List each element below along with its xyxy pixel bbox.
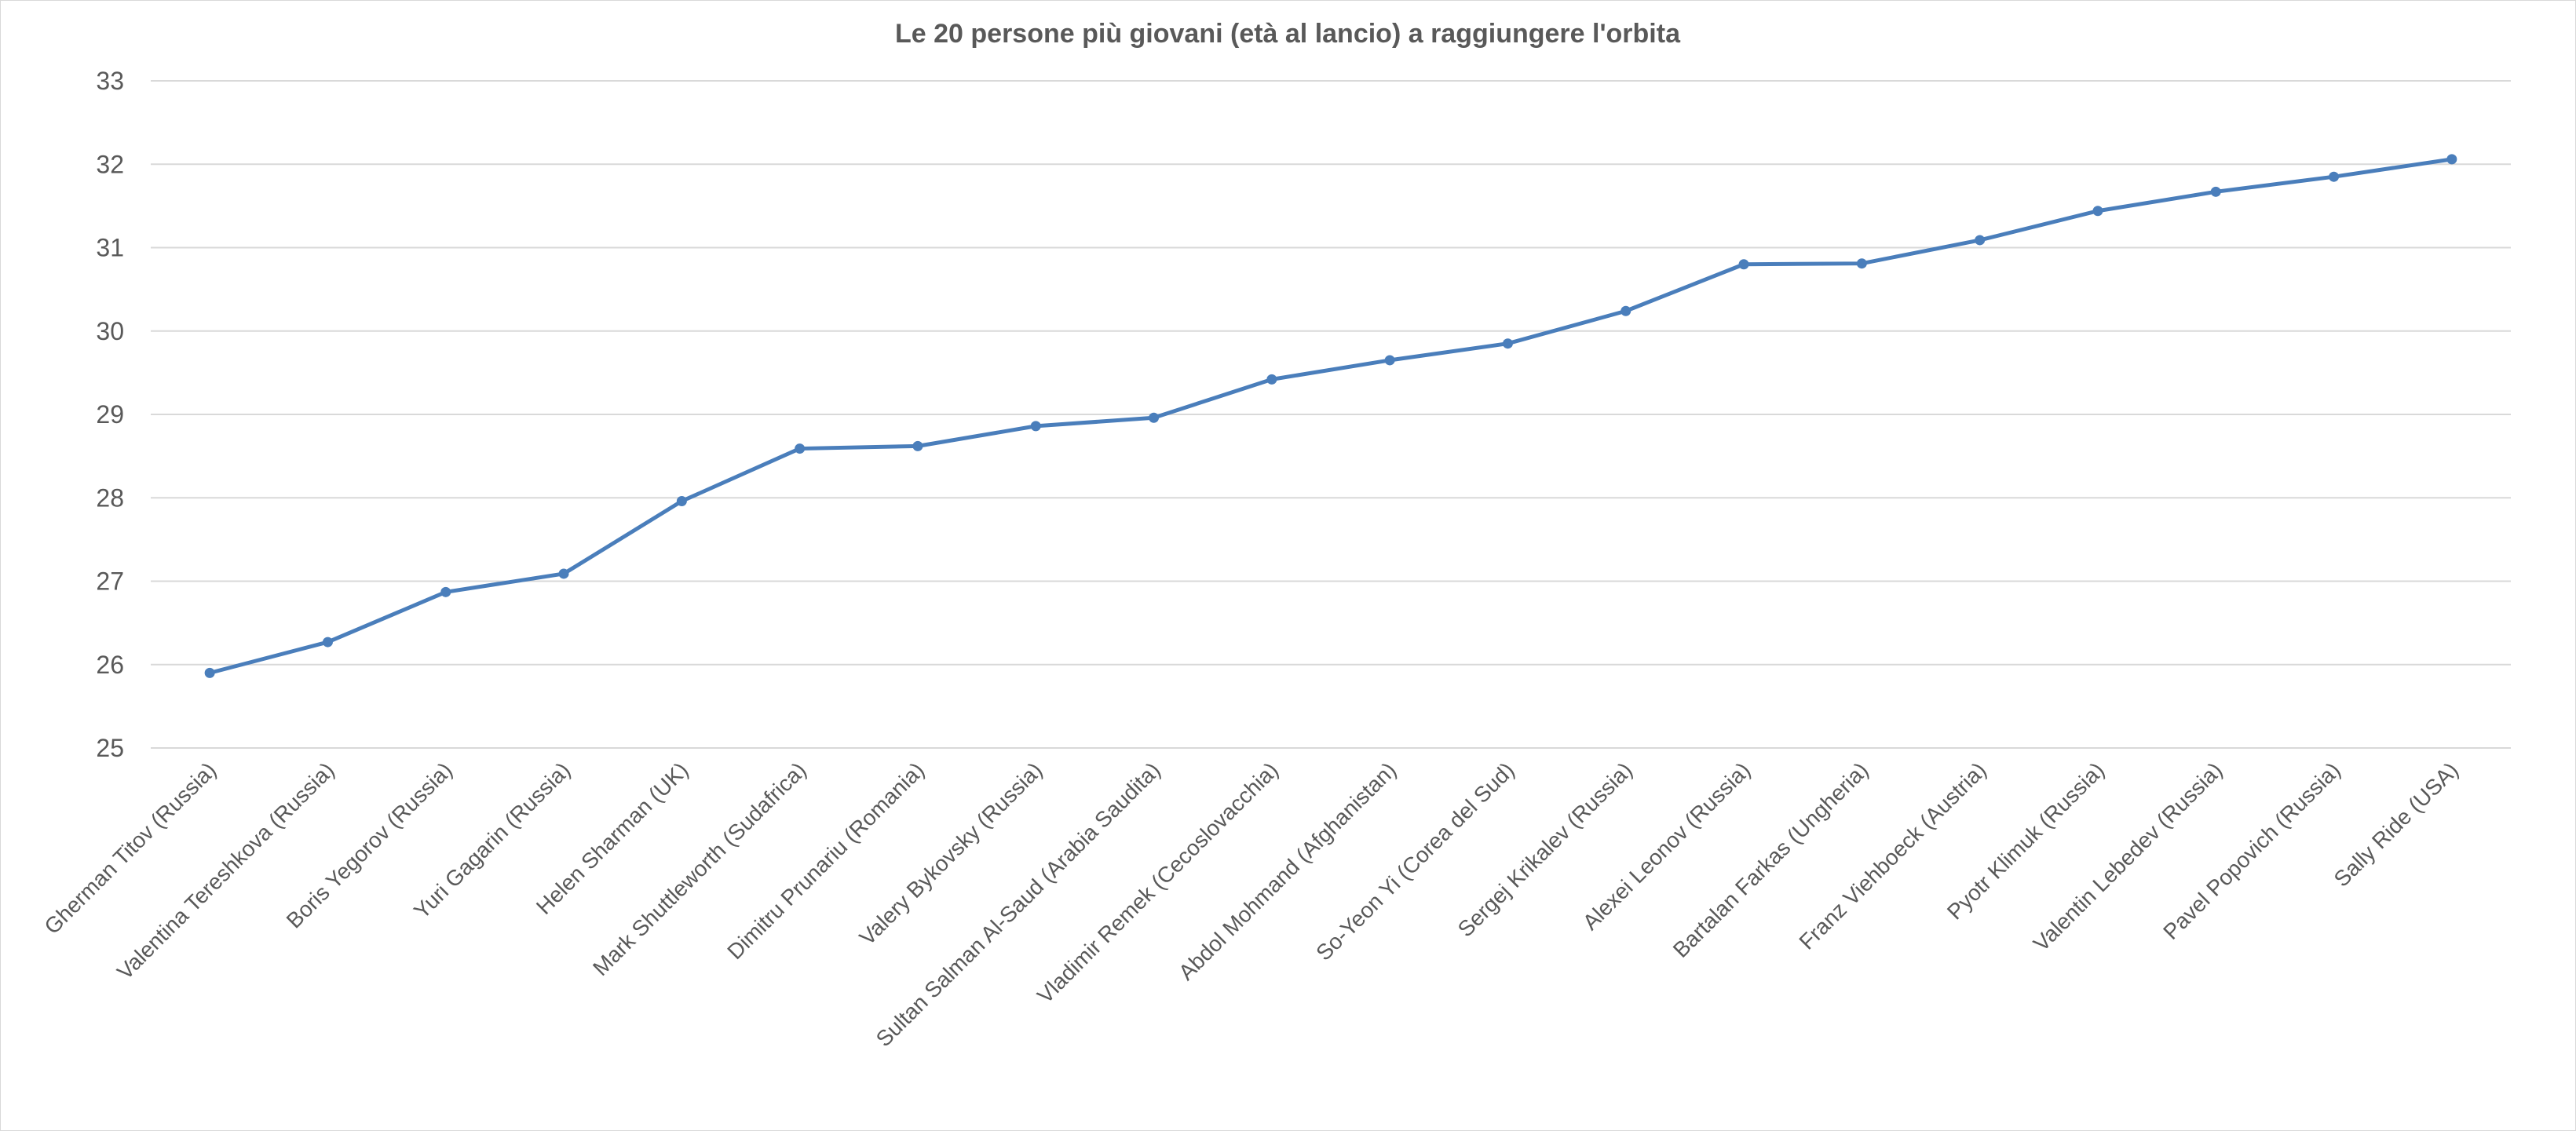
y-tick-label: 29 bbox=[96, 400, 124, 429]
data-point bbox=[2092, 206, 2103, 217]
x-axis-ticks: Gherman Titov (Russia)Valentina Tereshko… bbox=[39, 757, 2463, 1051]
series-layer bbox=[204, 154, 2457, 678]
data-point bbox=[2329, 171, 2340, 182]
y-tick-label: 25 bbox=[96, 734, 124, 762]
chart-title: Le 20 persone più giovani (età al lancio… bbox=[895, 19, 1681, 49]
gridlines bbox=[151, 80, 2511, 749]
data-point bbox=[1030, 421, 1041, 432]
data-point bbox=[322, 637, 333, 648]
x-tick-label: Valentin Lebedev (Russia) bbox=[2029, 757, 2227, 956]
x-tick-label: Vladimir Remek (Cecoslovacchia) bbox=[1032, 757, 1283, 1008]
y-tick-label: 33 bbox=[96, 67, 124, 95]
data-point bbox=[2210, 186, 2221, 197]
series-line bbox=[207, 157, 2454, 675]
data-point bbox=[2446, 154, 2457, 165]
data-point bbox=[1266, 374, 1277, 385]
y-tick-label: 32 bbox=[96, 150, 124, 178]
x-tick-label: Sally Ride (USA) bbox=[2329, 757, 2463, 891]
x-tick-label: Valentina Tereshkova (Russia) bbox=[112, 757, 339, 984]
data-point bbox=[204, 667, 215, 678]
data-point bbox=[440, 586, 451, 597]
data-point bbox=[676, 496, 687, 506]
y-tick-label: 28 bbox=[96, 483, 124, 512]
data-point bbox=[795, 443, 806, 454]
data-point bbox=[1502, 338, 1513, 349]
data-point bbox=[912, 440, 923, 451]
data-point bbox=[1738, 259, 1749, 270]
y-tick-label: 26 bbox=[96, 651, 124, 679]
data-point bbox=[1384, 355, 1395, 366]
y-tick-label: 27 bbox=[96, 567, 124, 596]
data-point bbox=[1856, 258, 1867, 269]
x-tick-label: Franz Viehboeck (Austria) bbox=[1794, 757, 1990, 954]
x-tick-label: Bartalan Farkas (Ungheria) bbox=[1668, 757, 1873, 962]
y-tick-label: 30 bbox=[96, 317, 124, 345]
x-tick-label: Dimitru Prunariu (Romania) bbox=[722, 757, 929, 964]
y-axis-ticks: 25 26 27 28 29 30 31 32 33 bbox=[96, 67, 124, 762]
x-tick-label: So-Yeon Yi (Corea del Sud) bbox=[1311, 757, 1518, 965]
x-tick-label: Abdol Mohmand (Afghanistan) bbox=[1174, 757, 1401, 984]
data-point bbox=[558, 568, 569, 579]
x-tick-label: Mark Shuttleworth (Sudafrica) bbox=[588, 757, 811, 980]
data-point bbox=[1975, 235, 1986, 246]
data-point bbox=[1621, 305, 1631, 316]
y-tick-label: 31 bbox=[96, 234, 124, 262]
data-point bbox=[1149, 412, 1160, 423]
